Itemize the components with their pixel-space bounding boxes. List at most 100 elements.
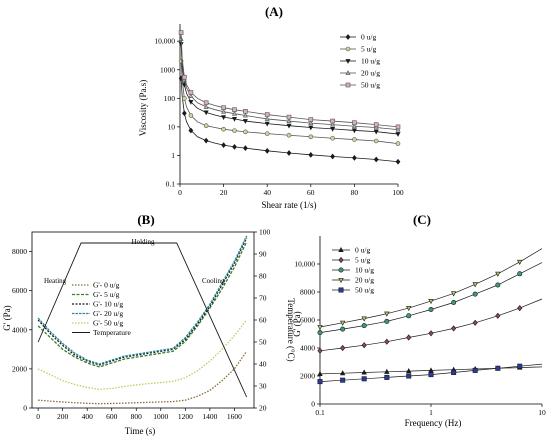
panel-c-y-tick-label: 4000 [300,344,315,353]
panel-b-y2-tick-label: 30 [259,382,267,391]
panel-b-x-tick-label: 400 [82,412,94,421]
panel-a-legend-label: 10 u/g [361,57,380,66]
panel-b-y2-tick-label: 50 [259,338,267,347]
panel-a-data-point [188,99,194,105]
panel-b-x-tick-label: 600 [106,412,118,421]
panel-a-data-point [243,109,248,114]
panel-b-y2-axis-label: Temperature (°C) [286,298,296,361]
panel-a-y-tick-label: 100 [164,94,176,103]
panel-b-series-line [37,319,248,391]
panel-b-y2-tick-label: 20 [259,404,267,413]
panel-b-y-tick-label: 6000 [12,286,27,295]
panel-a-data-point [395,124,401,130]
panel-c-series-line [319,298,543,352]
panel-c-y-tick-label: 6000 [300,316,315,325]
panel-a-legend-label: 0 u/g [361,33,376,42]
panel-c-data-point [472,282,478,288]
panel-c-data-point [450,291,457,297]
panel-c-data-point [451,369,457,375]
panel-c-data-point [340,326,346,332]
panel-a-data-point [308,120,314,126]
panel-a-data-point [395,141,401,146]
panel-b-series-line [38,350,248,405]
panel-c-data-point [317,324,323,331]
panel-b-x-tick-label: 1400 [202,412,217,421]
panel-a-data-point [352,120,357,126]
panel-b-x-tick-label: 1600 [227,412,242,421]
panel-b-y2-tick-label: 40 [259,360,267,369]
panel-a-x-tick-label: 40 [263,188,271,197]
panel-a-legend-marker [345,82,351,88]
panel-c-legend-marker [338,267,344,273]
panel-b-x-tick-label: 1000 [153,412,168,421]
panel-c-data-point [495,271,501,277]
panel-a-data-point [182,74,187,80]
panel-a-data-point [330,118,335,124]
panel-c-data-point [406,368,412,374]
panel-c-label: (C) [413,212,431,227]
panel-a-data-point [182,96,187,101]
panel-c-legend-marker [338,246,344,253]
panel-a-data-point [178,30,184,35]
panel-c-legend-marker [338,287,344,293]
panel-c-legend-label: 50 u/g [355,286,374,295]
panel-c-legend-label: 20 u/g [355,276,374,285]
panel-c-data-point [384,318,390,324]
panel-c-data-point [472,319,478,326]
panel-b-series-line [37,235,248,365]
panel-a-data-point [373,129,379,135]
panel-a-series-line [180,61,399,144]
panel-a-data-point [264,116,270,121]
panel-a-y-tick-label: 10 [168,122,176,131]
panel-c-x-tick-label: 0.1 [315,408,325,417]
panel-a-data-point [351,128,357,134]
panel-a-data-point [264,131,270,136]
panel-a-data-point [232,128,237,133]
panel-a-legend-label: 20 u/g [361,69,380,78]
panel-c-y-tick-label: 8000 [300,288,315,297]
panel-a-data-point [264,112,270,117]
panel-c-data-point [495,312,501,319]
panel-a-data-point [308,117,314,122]
panel-a-data-point [395,158,401,165]
panel-a-y-tick-label: 1 [171,151,175,160]
panel-c-y-tick-label: 10,000 [294,260,315,269]
panel-a-data-point [243,145,248,152]
panel-a-data-point [330,135,335,141]
panel-b-annotation-cooling: Cooling [202,277,225,285]
panel-c-data-point [428,306,434,312]
panel-b-y2-tick-label: 80 [259,272,267,281]
panel-c-legend-label: 0 u/g [355,246,370,255]
panel-a-data-point [232,107,237,112]
panel-b-y2-tick-label: 60 [259,316,267,325]
panel-a-data-point [330,153,335,160]
panel-b-legend-label: Temperature [93,328,131,337]
panel-a-data-point [203,110,209,116]
panel-a-legend-marker [345,34,351,40]
panel-b-x-tick-label: 1200 [178,412,193,421]
panel-c-x-axis-label: Frequency (Hz) [405,418,462,428]
panel-a: (A) Shear rate (1/s) Viscosity (Pa.s) 0 2… [138,4,404,210]
panel-b-legend-label: G'- 50 u/g [93,319,123,328]
panel-a-series-line [180,43,399,135]
panel-a-data-point [264,147,270,154]
panel-a-x-tick-label: 60 [307,188,315,197]
panel-b-series-line [37,237,248,366]
panel-c-data-point [361,342,367,349]
panel-b-x-tick-label: 0 [36,412,40,421]
panel-a-data-point [330,121,336,127]
panel-b-legend-label: G'- 5 u/g [93,290,120,299]
panel-b-y-tick-label: 0 [23,404,27,413]
panel-a-data-point [286,114,292,120]
panel-c-data-point [517,363,523,369]
panel-c-data-point [428,330,434,337]
panel-a-data-point [242,119,248,124]
panel-c-series-line [319,248,543,328]
panel-c-data-point [340,377,346,383]
panel-a-data-point [286,118,292,123]
panel-b: (B) Time (s) G' (Pa) Temperature (°C) 0 2… [2,212,296,436]
panel-c-data-point [495,282,501,288]
panel-c-data-point [384,338,390,345]
panel-b-x-axis-label: Time (s) [125,426,155,436]
